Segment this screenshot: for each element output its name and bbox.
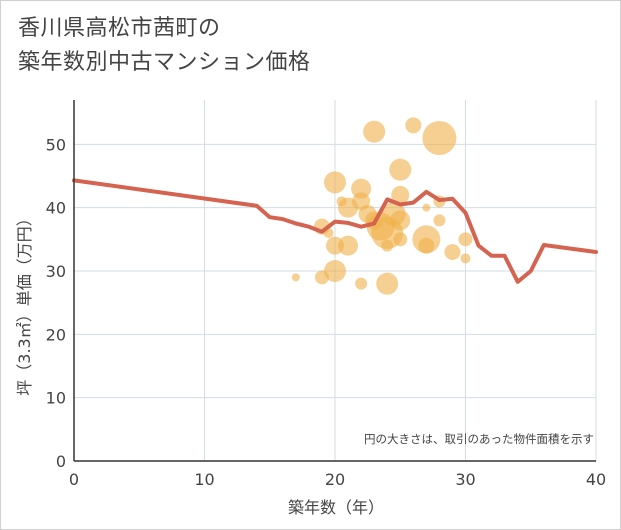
bubble-point xyxy=(458,232,473,247)
y-tick-label: 0 xyxy=(56,452,66,471)
y-tick-label: 20 xyxy=(46,325,66,344)
y-tick-label: 40 xyxy=(46,199,66,218)
bubble-point xyxy=(422,203,431,212)
bubble-point xyxy=(422,121,457,155)
bubble-point xyxy=(389,158,412,181)
bubble-point xyxy=(405,117,422,134)
bubble-point xyxy=(390,210,411,231)
bubble-point xyxy=(433,214,446,227)
trend-line-series xyxy=(72,178,598,284)
y-tick-label: 50 xyxy=(46,135,66,154)
bubble-point xyxy=(444,244,461,260)
x-tick-label: 20 xyxy=(325,470,345,489)
bubble-point xyxy=(324,171,346,194)
bubble-point xyxy=(363,120,386,143)
bubble-series xyxy=(291,117,473,295)
x-tick-label: 10 xyxy=(194,470,214,489)
bubble-point xyxy=(381,239,394,252)
bubble-point xyxy=(355,277,368,290)
axes xyxy=(73,100,596,462)
bubble-point xyxy=(324,260,346,282)
trend-line xyxy=(72,178,598,284)
x-tick-label: 30 xyxy=(455,470,475,489)
chart-title-line1: 香川県高松市茜町の xyxy=(18,16,221,41)
chart-title: 香川県高松市茜町の 築年数別中古マンション価格 xyxy=(18,12,311,80)
bubble-point xyxy=(291,273,300,282)
bubble-point xyxy=(351,178,372,199)
bubble-point xyxy=(418,237,435,254)
bubble-point xyxy=(460,253,471,264)
size-annotation: 円の大きさは、取引のあった物件面積を示す xyxy=(364,432,594,446)
x-tick-label: 0 xyxy=(69,470,79,489)
chart-title-line2: 築年数別中古マンション価格 xyxy=(18,50,311,75)
x-axis-label: 築年数（年） xyxy=(288,498,384,517)
bubble-point xyxy=(376,272,399,295)
grid-lines xyxy=(74,100,597,461)
bubble-point xyxy=(393,232,408,247)
y-tick-label: 10 xyxy=(46,389,66,408)
tick-labels: 0 10 20 30 40 0 10 20 30 40 50 xyxy=(46,135,607,489)
y-tick-label: 30 xyxy=(46,262,66,281)
bubble-point xyxy=(391,186,410,204)
y-axis-label: 坪（3.3㎡）単価（万円） xyxy=(15,210,34,395)
x-tick-label: 40 xyxy=(586,470,606,489)
bubble-point xyxy=(338,235,359,256)
